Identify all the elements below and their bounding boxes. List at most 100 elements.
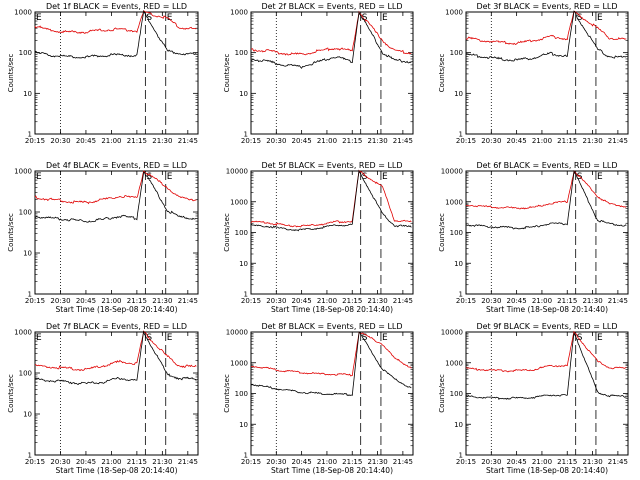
event-marker-label: E (597, 172, 603, 182)
x-tick-label: 21:30 (152, 458, 172, 466)
event-marker-label: S (362, 172, 368, 182)
x-tick-label: 21:45 (393, 137, 413, 145)
lld-series-line (251, 10, 412, 56)
events-series-line (250, 331, 412, 396)
x-tick-label: 20:30 (50, 137, 70, 145)
x-tick-label: 21:15 (342, 297, 362, 305)
lld-series-line (465, 10, 627, 45)
x-tick-label: 20:30 (266, 297, 286, 305)
detector-panel-8: Det 8f BLACK = Events, RED = LLD Counts/s… (223, 322, 414, 475)
panel-title: Det 4f BLACK = Events, RED = LLD (46, 161, 187, 170)
x-tick-label: 20:45 (292, 458, 312, 466)
events-series-line (250, 169, 412, 232)
y-tick-label: 1000 (230, 359, 248, 367)
x-tick-label: 20:30 (481, 458, 501, 466)
x-tick-label: 20:45 (507, 458, 527, 466)
y-tick-label: 1 (459, 131, 463, 139)
x-tick-label: 21:45 (178, 137, 198, 145)
plot-frame (250, 331, 414, 456)
y-axis-label: Counts/sec (438, 374, 446, 413)
events-series-line (34, 331, 197, 385)
y-tick-label: 100 (450, 49, 463, 57)
plot-frame (465, 11, 629, 135)
y-tick-label: 1 (28, 291, 32, 299)
x-tick-label: 21:00 (532, 458, 552, 466)
plot-frame (250, 170, 414, 295)
x-tick-label: 21:15 (127, 297, 147, 305)
x-tick-label: 21:30 (582, 297, 602, 305)
x-tick-label: 20:15 (241, 297, 261, 305)
x-tick-label: 21:45 (608, 137, 628, 145)
plot-frame (250, 11, 414, 135)
y-tick-label: 100 (450, 229, 463, 237)
x-tick-label: 21:45 (178, 297, 198, 305)
x-tick-label: 20:15 (25, 458, 45, 466)
events-series-line (465, 332, 627, 401)
detector-panel-2: Det 2f BLACK = Events, RED = LLD Counts/s… (223, 2, 414, 145)
lld-series-line (465, 330, 627, 373)
y-tick-label: 10 (23, 250, 32, 258)
y-axis-label: Counts/sec (223, 213, 231, 252)
y-tick-label: 1 (244, 452, 248, 460)
event-marker-label: S (577, 13, 583, 23)
x-axis-label: Start Time (18-Sep-08 20:14:40) (56, 305, 178, 314)
y-axis-label: Counts/sec (438, 213, 446, 252)
x-tick-label: 20:15 (25, 137, 45, 145)
x-tick-label: 20:15 (456, 297, 476, 305)
events-series-line (34, 171, 197, 223)
x-tick-label: 21:00 (532, 297, 552, 305)
y-tick-label: 1 (244, 291, 248, 299)
x-axis-label: Start Time (18-Sep-08 20:14:40) (271, 305, 393, 314)
x-tick-label: 21:15 (557, 458, 577, 466)
panel-title: Det 1f BLACK = Events, RED = LLD (46, 2, 187, 11)
x-tick-label: 21:30 (367, 458, 387, 466)
lld-series-line (34, 170, 197, 205)
y-tick-label: 100 (235, 390, 248, 398)
y-tick-label: 10 (454, 421, 463, 429)
plot-frame (465, 170, 629, 295)
y-tick-label: 100 (19, 370, 32, 378)
event-marker-label: E (167, 333, 173, 343)
event-marker-label: S (146, 13, 152, 23)
y-axis-label: Counts/sec (438, 54, 446, 93)
x-tick-label: 21:15 (557, 297, 577, 305)
x-tick-label: 20:45 (507, 297, 527, 305)
x-tick-label: 20:15 (25, 297, 45, 305)
y-tick-label: 100 (19, 49, 32, 57)
detector-panel-6: Det 6f BLACK = Events, RED = LLD Counts/s… (438, 161, 629, 314)
y-tick-label: 10 (23, 411, 32, 419)
event-marker-label: S (577, 333, 583, 343)
x-tick-label: 20:30 (266, 137, 286, 145)
event-marker-label: E (36, 172, 42, 182)
detector-panel-1: Det 1f BLACK = Events, RED = LLD Counts/s… (7, 2, 199, 145)
x-tick-label: 21:30 (367, 137, 387, 145)
plot-frame (34, 331, 199, 456)
x-tick-label: 21:00 (101, 458, 121, 466)
x-tick-label: 20:30 (481, 297, 501, 305)
event-marker-label: E (36, 13, 42, 23)
events-series-line (250, 11, 412, 69)
x-tick-label: 21:30 (582, 137, 602, 145)
event-marker-label: E (382, 333, 388, 343)
event-marker-label: E (167, 13, 173, 23)
x-tick-label: 20:15 (241, 458, 261, 466)
x-tick-label: 20:30 (481, 137, 501, 145)
y-tick-label: 1000 (14, 9, 32, 17)
x-tick-label: 21:30 (582, 458, 602, 466)
y-tick-label: 1000 (445, 198, 463, 206)
event-marker-label: E (167, 172, 173, 182)
lld-series-line (34, 10, 197, 34)
x-tick-label: 21:45 (608, 458, 628, 466)
plot-frame (465, 331, 629, 456)
panel-title: Det 6f BLACK = Events, RED = LLD (476, 161, 617, 170)
x-tick-label: 21:45 (608, 297, 628, 305)
y-axis-label: Counts/sec (7, 213, 15, 252)
events-series-line (465, 10, 627, 62)
panel-title: Det 7f BLACK = Events, RED = LLD (46, 322, 187, 331)
detector-panel-7: Det 7f BLACK = Events, RED = LLD Counts/s… (7, 322, 199, 475)
y-tick-label: 1000 (230, 198, 248, 206)
x-tick-label: 20:30 (50, 297, 70, 305)
y-tick-label: 10000 (226, 168, 248, 176)
y-tick-label: 100 (450, 390, 463, 398)
